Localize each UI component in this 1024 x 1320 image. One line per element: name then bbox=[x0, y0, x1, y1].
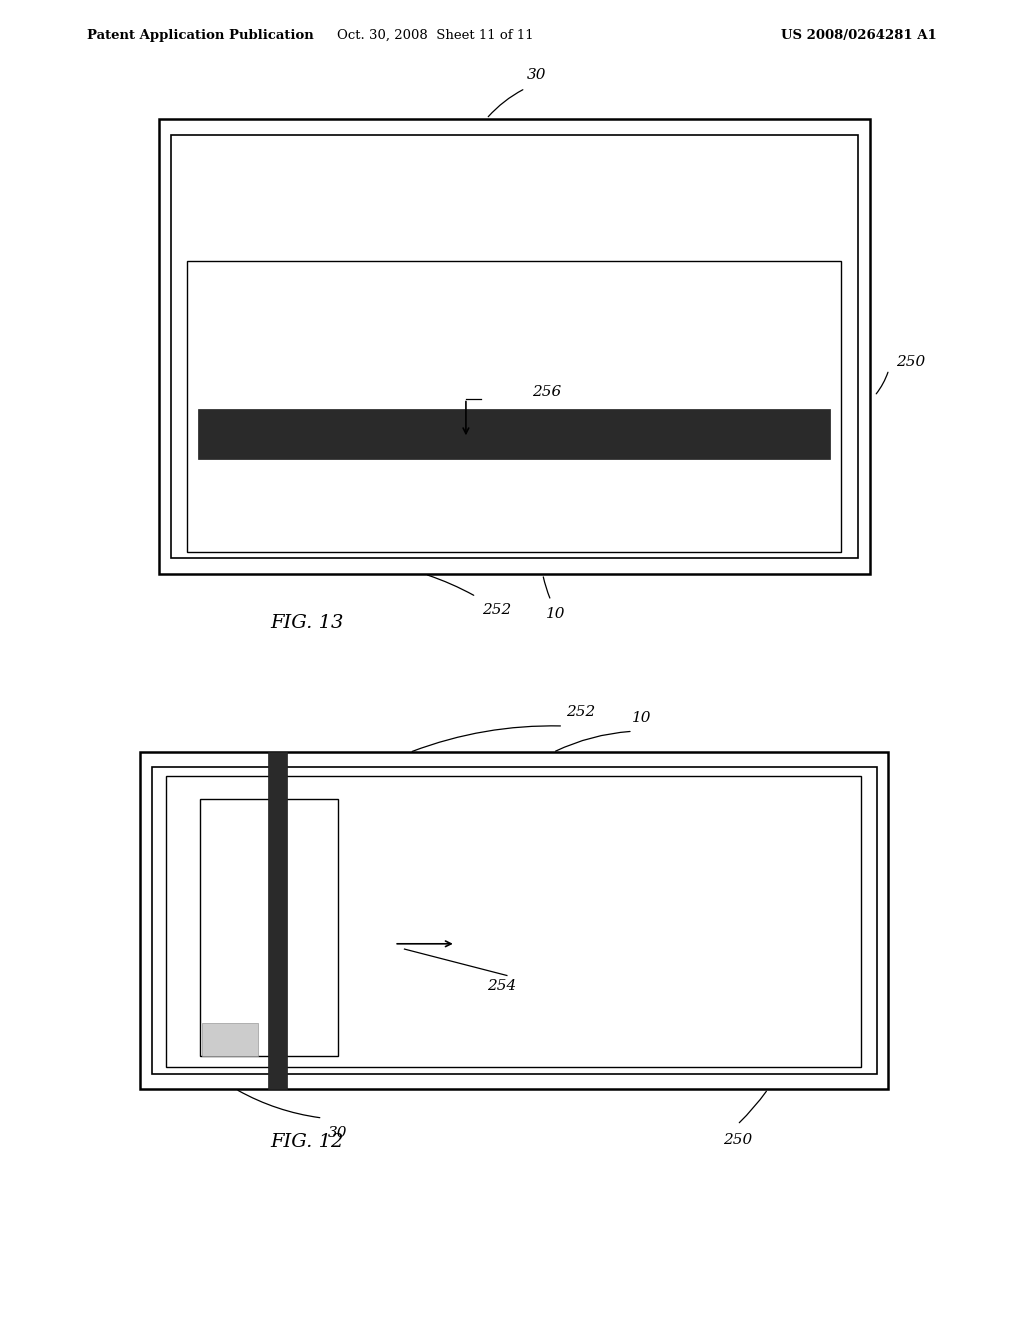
Bar bbox=[268, 752, 287, 1089]
Text: US 2008/0264281 A1: US 2008/0264281 A1 bbox=[781, 29, 937, 42]
Bar bbox=[198, 409, 830, 459]
Bar bbox=[187, 261, 841, 552]
Text: 252: 252 bbox=[482, 603, 511, 618]
Bar bbox=[140, 752, 888, 1089]
Text: 30: 30 bbox=[526, 67, 547, 82]
Bar bbox=[171, 135, 858, 558]
Text: 10: 10 bbox=[632, 710, 652, 725]
Text: 254: 254 bbox=[487, 979, 516, 994]
Bar bbox=[159, 119, 870, 574]
Text: 256: 256 bbox=[532, 385, 562, 399]
Bar bbox=[202, 1023, 258, 1056]
Text: 30: 30 bbox=[328, 1126, 348, 1140]
Bar bbox=[200, 799, 338, 1056]
Text: FIG. 13: FIG. 13 bbox=[270, 614, 344, 632]
Text: 10: 10 bbox=[546, 607, 566, 622]
Text: 252: 252 bbox=[566, 705, 595, 719]
Text: 250: 250 bbox=[896, 355, 926, 368]
Text: Patent Application Publication: Patent Application Publication bbox=[87, 29, 313, 42]
Text: FIG. 12: FIG. 12 bbox=[270, 1133, 344, 1151]
Text: Oct. 30, 2008  Sheet 11 of 11: Oct. 30, 2008 Sheet 11 of 11 bbox=[337, 29, 534, 42]
Bar bbox=[152, 767, 877, 1074]
Bar bbox=[166, 776, 861, 1067]
Text: 250: 250 bbox=[723, 1133, 752, 1147]
